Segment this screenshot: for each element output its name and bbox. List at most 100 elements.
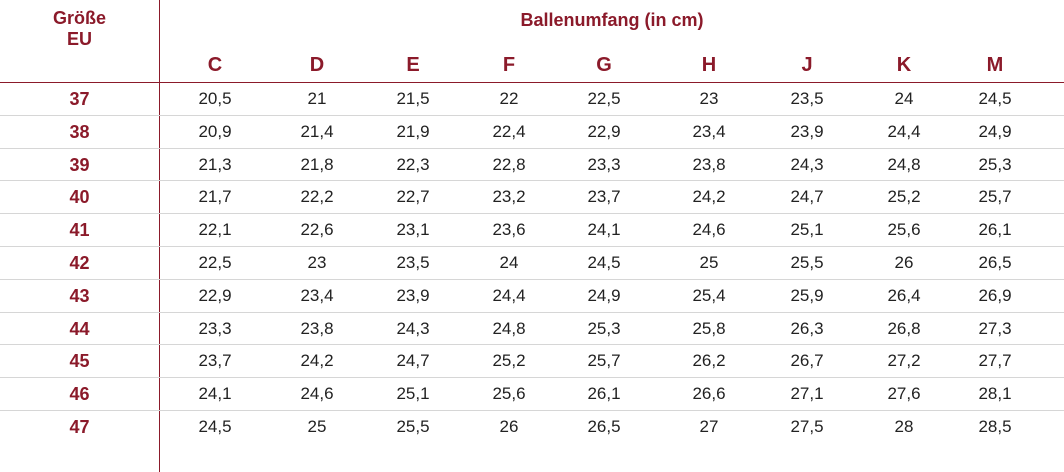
table-cell: 24,7 <box>396 351 430 371</box>
table-cell: 25,2 <box>887 187 921 207</box>
table-cell: 25,6 <box>492 384 526 404</box>
table-cell: 22,7 <box>396 187 430 207</box>
header-divider <box>0 82 1064 83</box>
table-cell: 23,5 <box>396 252 430 272</box>
table-cell: 24,2 <box>692 187 726 207</box>
table-cell: 25,7 <box>587 351 621 371</box>
table-cell: 28,1 <box>978 384 1012 404</box>
table-cell: 26,4 <box>887 285 921 305</box>
table-cell: 26,5 <box>587 416 621 436</box>
table-cell: 23,1 <box>396 220 430 240</box>
table-cell: 24,6 <box>300 384 334 404</box>
size-header-line1: Größe <box>52 8 106 28</box>
column-header-f: F <box>502 54 516 76</box>
table-cell: 24,7 <box>790 187 824 207</box>
table-cell: 26 <box>894 252 914 272</box>
row-size-label: 47 <box>69 416 90 437</box>
table-cell: 24,4 <box>492 285 526 305</box>
table-cell: 25,7 <box>978 187 1012 207</box>
table-cell: 21,4 <box>300 121 334 141</box>
table-cell: 23 <box>307 252 327 272</box>
table-cell: 23,4 <box>692 121 726 141</box>
column-divider <box>159 0 160 472</box>
table-cell: 23,9 <box>396 285 430 305</box>
table-cell: 27,3 <box>978 318 1012 338</box>
table-cell: 27,7 <box>978 351 1012 371</box>
table-cell: 24,3 <box>396 318 430 338</box>
table-cell: 25,1 <box>396 384 430 404</box>
table-cell: 25,5 <box>790 252 824 272</box>
table-cell: 22,8 <box>492 154 526 174</box>
row-size-label: 44 <box>69 318 90 339</box>
row-size-label: 41 <box>69 220 90 241</box>
table-row: 40 21,7 22,2 22,7 23,2 23,7 24,2 24,7 25,2 25,7 <box>0 181 1064 214</box>
table-cell: 23,4 <box>300 285 334 305</box>
row-size-label: 40 <box>69 187 90 208</box>
table-cell: 25,6 <box>887 220 921 240</box>
table-cell: 21 <box>307 89 327 108</box>
table-cell: 25,9 <box>790 285 824 305</box>
table-cell: 24,4 <box>887 121 921 141</box>
table-cell: 23,9 <box>790 121 824 141</box>
table-row: 47 24,5 25 25,5 26 26,5 27 27,5 28 28,5 <box>0 411 1064 444</box>
table-cell: 25 <box>307 416 327 436</box>
table-cell: 22,6 <box>300 220 334 240</box>
column-header-j: J <box>801 54 813 76</box>
table-cell: 25 <box>699 252 719 272</box>
table-cell: 22,1 <box>198 220 232 240</box>
table-cell: 25,8 <box>692 318 726 338</box>
table-cell: 23,3 <box>198 318 232 338</box>
table-cell: 23,8 <box>300 318 334 338</box>
table-body: 37 20,5 21 21,5 22 22,5 23 23,5 24 24,5 38 20,9 21,4… <box>0 83 1064 444</box>
table-cell: 27,1 <box>790 384 824 404</box>
table-cell: 28 <box>894 416 914 436</box>
table-cell: 24,3 <box>790 154 824 174</box>
table-cell: 23,3 <box>587 154 621 174</box>
table-row: 38 20,9 21,4 21,9 22,4 22,9 23,4 23,9 24,4 24,9 <box>0 116 1064 149</box>
table-cell: 22,9 <box>198 285 232 305</box>
table-cell: 23 <box>699 89 719 108</box>
table-cell: 22,9 <box>587 121 621 141</box>
row-size-label: 45 <box>69 351 90 372</box>
table-cell: 23,5 <box>790 89 824 108</box>
column-header-e: E <box>406 54 420 76</box>
table-cell: 24,8 <box>887 154 921 174</box>
row-size-label: 37 <box>69 89 90 109</box>
table-cell: 25,3 <box>978 154 1012 174</box>
table-cell: 25,3 <box>587 318 621 338</box>
table-cell: 21,7 <box>198 187 232 207</box>
table-cell: 21,5 <box>396 89 430 108</box>
table-row: 41 22,1 22,6 23,1 23,6 24,1 24,6 25,1 25,6 26,1 <box>0 214 1064 247</box>
table-cell: 27,2 <box>887 351 921 371</box>
table-cell: 25,2 <box>492 351 526 371</box>
table-cell: 24,1 <box>198 384 232 404</box>
column-header-c: C <box>207 54 223 76</box>
row-size-label: 43 <box>69 285 90 306</box>
table-cell: 20,5 <box>198 89 232 108</box>
table-row: 42 22,5 23 23,5 24 24,5 25 25,5 26 26,5 <box>0 247 1064 280</box>
column-header-h: H <box>701 54 717 76</box>
row-size-label: 42 <box>69 252 90 273</box>
table-cell: 24,2 <box>300 351 334 371</box>
table-cell: 27,6 <box>887 384 921 404</box>
table-cell: 24,8 <box>492 318 526 338</box>
table-cell: 26,8 <box>887 318 921 338</box>
table-row: 45 23,7 24,2 24,7 25,2 25,7 26,2 26,7 27,2 27,7 <box>0 345 1064 378</box>
table-cell: 26,6 <box>692 384 726 404</box>
table-cell: 25,1 <box>790 220 824 240</box>
table-cell: 26,2 <box>692 351 726 371</box>
table-cell: 21,3 <box>198 154 232 174</box>
table-cell: 24,9 <box>978 121 1012 141</box>
column-header-d: D <box>309 54 325 76</box>
table-cell: 24,5 <box>978 89 1012 108</box>
table-cell: 26,1 <box>587 384 621 404</box>
ball-girth-header: Ballenumfang (in cm) <box>520 10 704 30</box>
table-cell: 23,6 <box>492 220 526 240</box>
table-cell: 22,5 <box>198 252 232 272</box>
table-cell: 26,9 <box>978 285 1012 305</box>
row-size-label: 38 <box>69 121 90 142</box>
row-size-label: 46 <box>69 384 90 405</box>
table-cell: 25,5 <box>396 416 430 436</box>
table-cell: 28,5 <box>978 416 1012 436</box>
